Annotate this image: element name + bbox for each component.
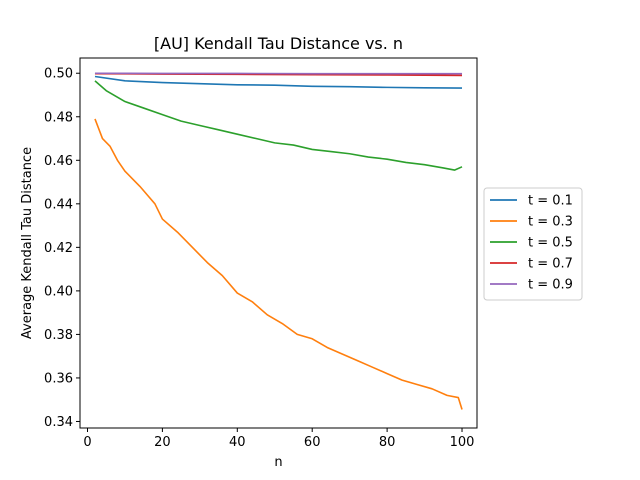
plot-area-frame	[79, 57, 478, 429]
x-tick-label: 80	[379, 435, 396, 450]
legend-entry-label: t = 0.7	[528, 257, 573, 272]
legend: t = 0.1 t = 0.3 t = 0.5 t = 0.7 t = 0.9	[483, 187, 583, 301]
chart-title: [AU] Kendall Tau Distance vs. n	[154, 34, 403, 53]
legend-entry-label: t = 0.1	[528, 194, 573, 209]
y-tick-label: 0.38	[44, 328, 73, 343]
legend-box	[483, 187, 583, 301]
y-axis-label: Average Kendall Tau Distance	[20, 147, 35, 339]
x-tick-label: 0	[83, 435, 91, 450]
series-group	[94, 72, 463, 410]
y-tick-label: 0.34	[44, 415, 73, 430]
series-line-1	[94, 75, 463, 89]
y-tick-label: 0.36	[44, 371, 73, 386]
legend-entry-label: t = 0.9	[528, 278, 573, 293]
x-tick-label: 60	[304, 435, 321, 450]
legend-entry-label: t = 0.5	[528, 236, 573, 251]
series-line-3	[94, 80, 463, 171]
y-tick-label: 0.44	[44, 197, 73, 212]
y-tick-label: 0.46	[44, 154, 73, 169]
x-tick-label: 40	[229, 435, 246, 450]
x-axis-label: n	[274, 455, 282, 470]
y-tick-label: 0.40	[44, 284, 73, 299]
x-tick-label: 20	[154, 435, 171, 450]
y-tick-label: 0.50	[44, 67, 73, 82]
x-tick-label: 100	[450, 435, 475, 450]
series-line-2	[94, 118, 463, 410]
y-tick-label: 0.42	[44, 241, 73, 256]
legend-entry-label: t = 0.3	[528, 215, 573, 230]
y-tick-label: 0.48	[44, 110, 73, 125]
